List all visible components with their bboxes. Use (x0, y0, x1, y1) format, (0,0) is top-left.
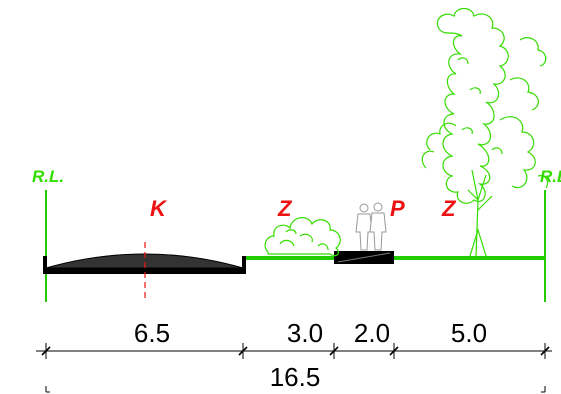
dimension-path: 2.0 (354, 318, 390, 348)
dimension-road: 6.5 (134, 318, 170, 348)
tree-icon (421, 7, 549, 257)
pedestrians-icon (355, 202, 387, 251)
rl-label-left: R.L. (32, 167, 64, 186)
zone-label-p: P (390, 196, 405, 221)
dimension-total: 16.5 (270, 362, 321, 392)
dimension-green: 5.0 (451, 318, 487, 348)
dimension-line (36, 343, 552, 393)
dimension-verge: 3.0 (287, 318, 323, 348)
zone-label-z-shrub: Z (277, 196, 293, 221)
roadway (43, 242, 246, 302)
zone-label-k: K (150, 196, 168, 221)
shrub-icon (264, 217, 341, 257)
pedestrian-path (334, 251, 394, 264)
rl-label-right: R.L. (540, 167, 561, 186)
zone-label-z-tree: Z (441, 196, 457, 221)
